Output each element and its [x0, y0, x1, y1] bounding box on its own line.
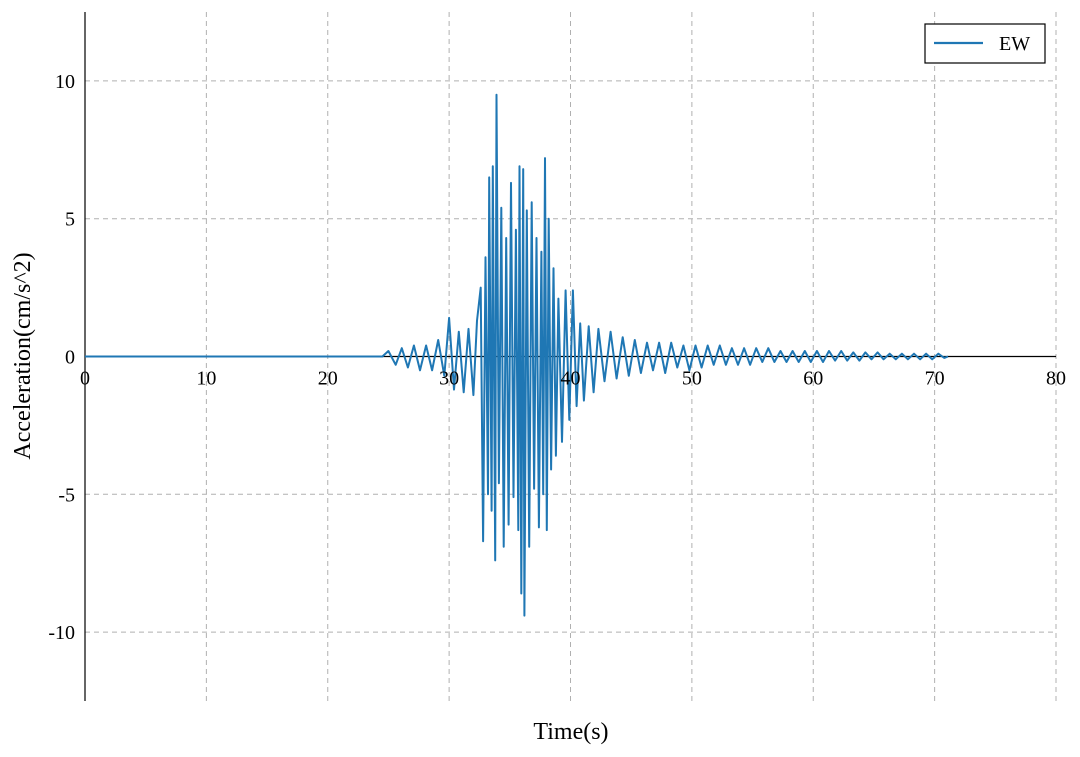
legend: EW: [924, 23, 1046, 64]
y-axis-title: Acceleration(cm/s^2): [10, 252, 36, 459]
x-tick-label: 40: [561, 368, 581, 390]
x-axis-title: Time(s): [533, 719, 608, 745]
y-tick-label: 0: [65, 347, 75, 369]
x-tick-label: 50: [682, 368, 702, 390]
x-tick-label: 70: [925, 368, 945, 390]
tick-labels: 0 10 20 30 40 50 60 70 80 -10 -5 0 5 10: [48, 71, 1066, 644]
series-line-ew: [85, 93, 949, 617]
series: [85, 93, 949, 617]
x-tick-label: 20: [318, 368, 338, 390]
x-tick-label: 30: [439, 368, 459, 390]
x-tick-label: 0: [80, 368, 90, 390]
y-tick-label: 5: [65, 209, 75, 231]
y-tick-label: -10: [48, 622, 75, 644]
x-tick-label: 10: [196, 368, 216, 390]
y-tick-label: -5: [58, 484, 75, 506]
x-tick-label: 60: [803, 368, 823, 390]
legend-label-ew: EW: [999, 33, 1030, 55]
x-tick-label: 80: [1046, 368, 1066, 390]
y-tick-label: 10: [55, 71, 75, 93]
